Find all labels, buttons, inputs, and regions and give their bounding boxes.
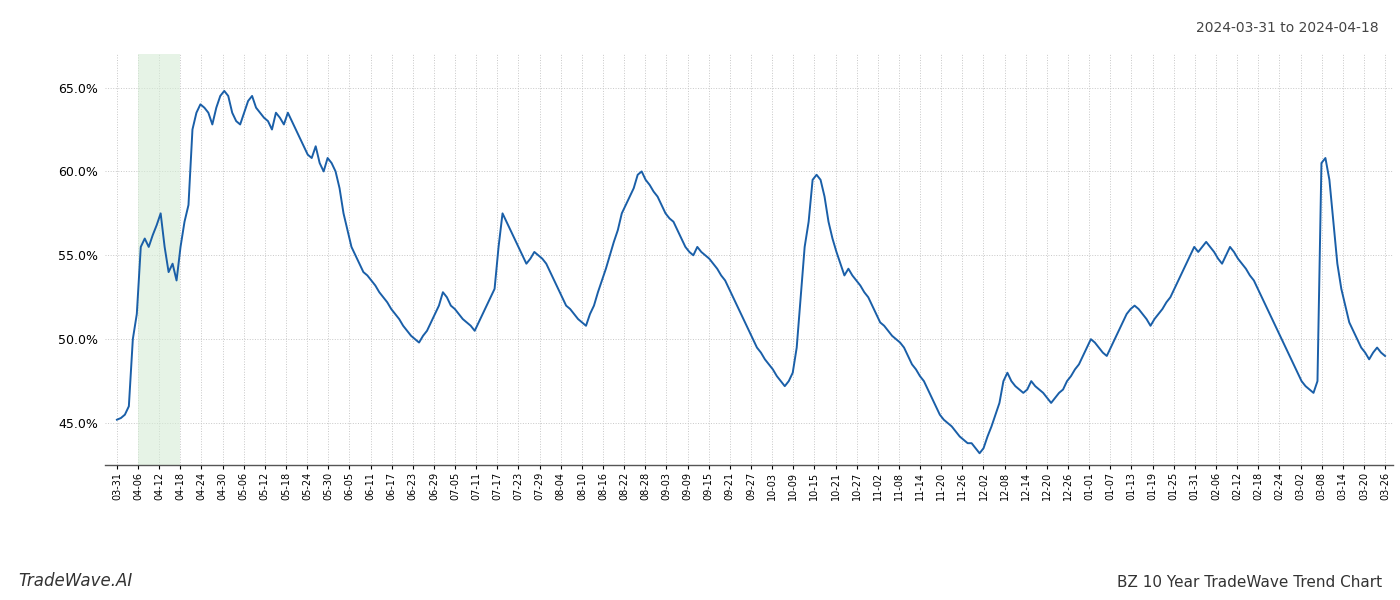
Text: BZ 10 Year TradeWave Trend Chart: BZ 10 Year TradeWave Trend Chart xyxy=(1117,575,1382,590)
Text: 2024-03-31 to 2024-04-18: 2024-03-31 to 2024-04-18 xyxy=(1197,21,1379,35)
Bar xyxy=(139,54,181,465)
Text: TradeWave.AI: TradeWave.AI xyxy=(18,572,133,590)
